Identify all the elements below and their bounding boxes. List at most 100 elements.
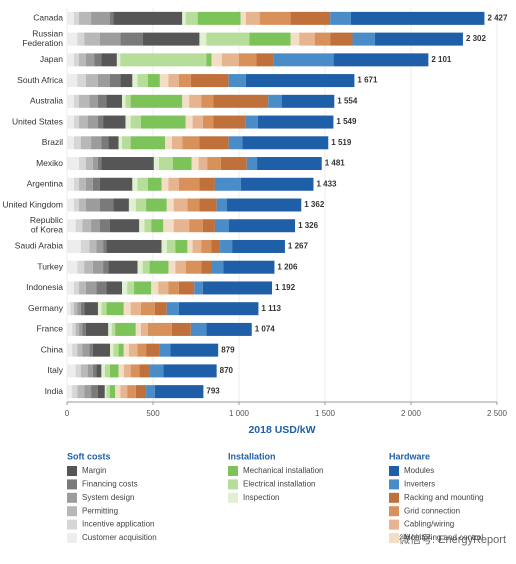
bar-segment <box>67 343 73 357</box>
bar-segment <box>202 115 214 129</box>
total-label: 2 427 <box>487 13 508 22</box>
bar-segment <box>118 136 123 150</box>
bar-segment <box>75 322 80 336</box>
bar-segment <box>84 260 93 274</box>
bar-segment <box>99 198 114 212</box>
legend-swatch <box>228 479 238 490</box>
bar-segment <box>245 115 258 129</box>
bar-segment <box>87 115 98 129</box>
bar-segment <box>149 260 169 274</box>
bar-segment <box>87 364 93 378</box>
bar-segment <box>201 239 212 253</box>
bar-segment <box>163 219 174 233</box>
bar-segment <box>127 385 136 399</box>
bar-segment <box>154 385 204 399</box>
bar-segment <box>67 53 74 67</box>
bar-segment <box>113 198 129 212</box>
bar-segment <box>79 281 86 295</box>
bar-segment <box>199 32 207 46</box>
bar-segment <box>153 157 160 171</box>
watermark: 微信号: EnergyReport <box>399 532 506 546</box>
x-tick-label: 1 500 <box>315 409 336 418</box>
bar-segment <box>73 281 80 295</box>
bar-segment <box>171 136 183 150</box>
bar-segment <box>67 32 78 46</box>
bar-segment <box>350 11 485 25</box>
bar-segment <box>113 11 183 25</box>
bar-segment <box>116 53 121 67</box>
legend-swatch <box>389 519 399 530</box>
bar-segment <box>92 157 98 171</box>
bar-segment <box>159 343 171 357</box>
bar-segment <box>221 53 239 67</box>
bar-segment <box>106 239 162 253</box>
bar-segment <box>171 322 191 336</box>
bar-segment <box>206 322 252 336</box>
bar-segment <box>374 32 463 46</box>
bar-segment <box>89 239 97 253</box>
bar-segment <box>91 136 102 150</box>
legend-group-title: Installation <box>228 451 276 461</box>
bar-segment <box>111 322 116 336</box>
bar-segment <box>106 385 110 399</box>
bar-segment <box>67 157 80 171</box>
legend-swatch <box>67 466 77 476</box>
bar-segment <box>106 94 123 108</box>
bar-segment <box>79 94 90 108</box>
bar-segment <box>199 177 215 191</box>
bar-segment <box>79 53 86 67</box>
bar-segment <box>214 177 241 191</box>
bar-segment <box>130 364 140 378</box>
total-label: 1 554 <box>337 96 358 105</box>
bar-segment <box>73 53 80 67</box>
bar-segment <box>168 177 179 191</box>
bar-segment <box>201 260 212 274</box>
bar-segment <box>189 94 202 108</box>
y-tick-label: Argentina <box>27 179 64 189</box>
y-tick-label: Canada <box>33 13 63 23</box>
bar-segment <box>75 364 81 378</box>
y-tick-label: United States <box>12 116 63 126</box>
legend-label: Cabling/wiring <box>404 520 454 529</box>
bar-segment <box>201 94 214 108</box>
bar-segment <box>211 53 222 67</box>
total-label: 1 481 <box>325 159 346 168</box>
bar-segment <box>151 219 164 233</box>
bar-segment <box>175 260 186 274</box>
bar-segment <box>99 32 121 46</box>
bar-segment <box>115 385 121 399</box>
bar-segment <box>67 94 74 108</box>
legend-label: Margin <box>82 466 106 475</box>
bar-segment <box>134 281 152 295</box>
legend-group-title: Soft costs <box>67 451 111 461</box>
bar-segment <box>214 219 229 233</box>
bar-segment <box>67 74 78 88</box>
bar-segment <box>79 157 86 171</box>
bar-segment <box>206 32 250 46</box>
bar-segment <box>259 11 291 25</box>
bar-segment <box>130 115 141 129</box>
bar-segment <box>120 385 128 399</box>
x-tick-label: 500 <box>146 409 160 418</box>
bar-segment <box>257 157 322 171</box>
bar-segment <box>202 219 215 233</box>
x-tick-label: 0 <box>65 409 70 418</box>
y-tick-label: United Kingdom <box>3 199 63 209</box>
bar-segment <box>67 385 73 399</box>
bar-segment <box>178 177 200 191</box>
bar-segment <box>79 177 86 191</box>
legend-label: Electrical installation <box>243 480 315 489</box>
bar-segment <box>146 343 160 357</box>
bar-segment <box>220 239 233 253</box>
bar-segment <box>189 219 203 233</box>
bar-segment <box>110 343 114 357</box>
legend-label: Inverters <box>404 480 435 489</box>
bar-segment <box>89 94 98 108</box>
bar-segment <box>79 322 83 336</box>
y-tick-label: South Africa <box>17 75 63 85</box>
bar-segment <box>97 94 107 108</box>
bar-segment <box>80 364 88 378</box>
x-tick-label: 2 500 <box>487 409 508 418</box>
total-label: 1 192 <box>275 283 296 292</box>
bar-segment <box>72 385 78 399</box>
